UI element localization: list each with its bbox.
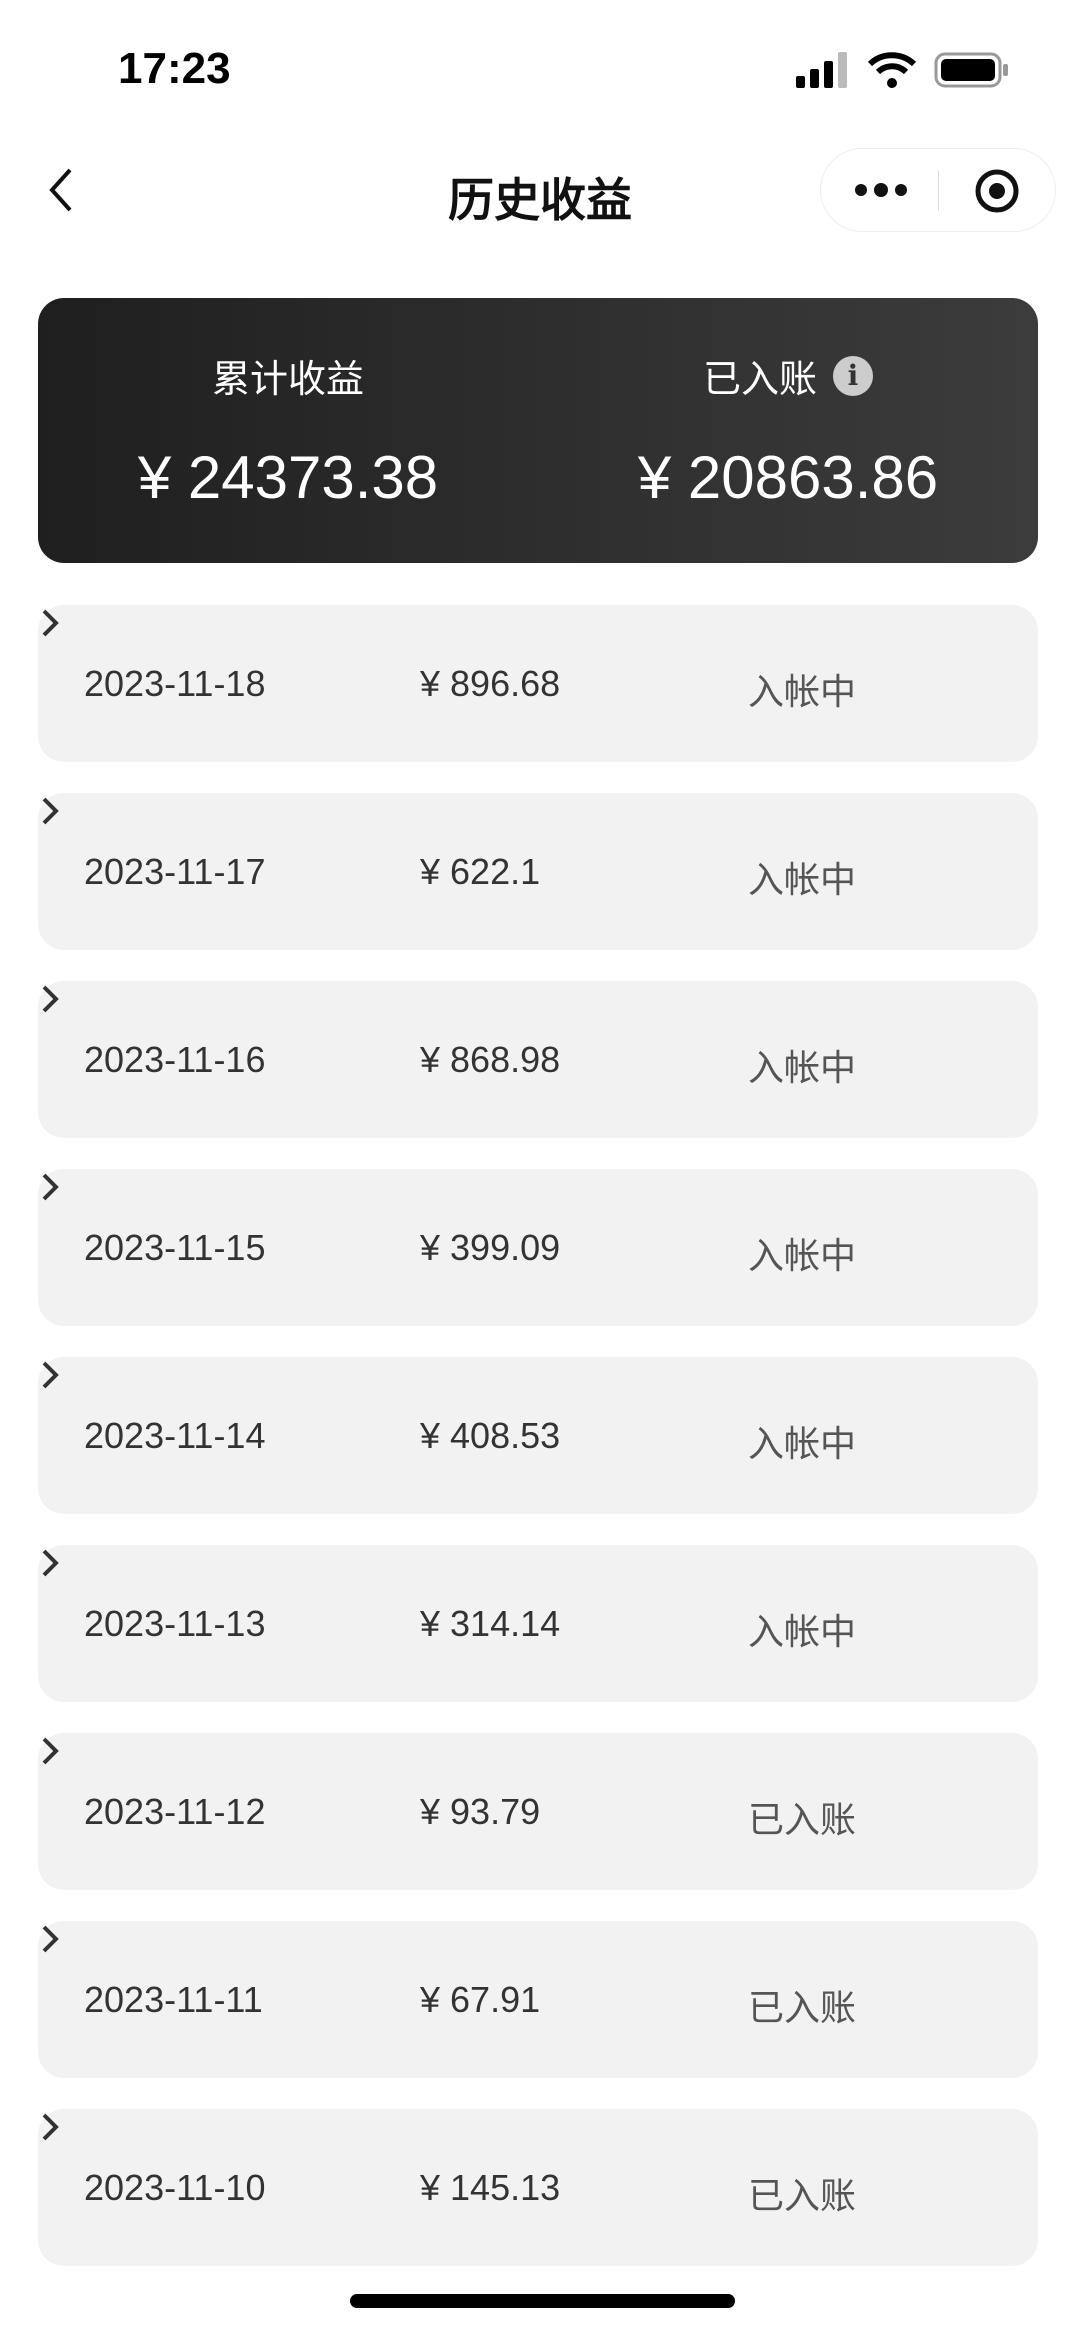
page-title: 历史收益 xyxy=(448,174,632,226)
chevron-right-icon xyxy=(42,1361,59,1389)
chevron-right-icon xyxy=(42,797,59,825)
chevron-right-icon xyxy=(42,1925,59,1953)
capsule-divider xyxy=(938,171,939,211)
row-amount: ¥ 399.09 xyxy=(420,1227,561,1268)
total-earnings-label: 累计收益 xyxy=(211,359,364,401)
row-date: 2023-11-13 xyxy=(84,1603,266,1644)
back-icon[interactable] xyxy=(40,160,90,220)
mini-program-capsule xyxy=(820,148,1056,232)
chevron-right-icon xyxy=(42,985,59,1013)
chevron-right-icon xyxy=(42,2113,59,2141)
earnings-row[interactable]: 2023-11-10 ¥ 145.13 已入账 xyxy=(38,2109,1038,2266)
total-earnings-value: ¥ 24373.38 xyxy=(137,444,439,511)
battery-icon xyxy=(934,52,1008,88)
close-target-icon[interactable] xyxy=(973,167,1021,215)
row-amount: ¥ 93.79 xyxy=(420,1791,541,1832)
row-date: 2023-11-12 xyxy=(84,1791,266,1832)
row-amount: ¥ 868.98 xyxy=(420,1039,561,1080)
row-date: 2023-11-17 xyxy=(84,851,266,892)
row-status: 入帐中 xyxy=(748,1611,857,1652)
status-time: 17:23 xyxy=(118,44,231,93)
row-date: 2023-11-10 xyxy=(84,2167,266,2208)
chevron-right-icon xyxy=(42,1549,59,1577)
row-status: 已入账 xyxy=(748,1987,857,2028)
chevron-right-icon xyxy=(42,1737,59,1765)
row-status: 入帐中 xyxy=(748,1047,857,1088)
row-amount: ¥ 314.14 xyxy=(420,1603,561,1644)
row-date: 2023-11-14 xyxy=(84,1415,266,1456)
earnings-row[interactable]: 2023-11-12 ¥ 93.79 已入账 xyxy=(38,1733,1038,1890)
earnings-summary-card: 累计收益 ¥ 24373.38 已入账 i ¥ 20863.86 xyxy=(38,298,1038,563)
info-icon[interactable]: i xyxy=(833,355,873,396)
row-amount: ¥ 896.68 xyxy=(420,663,561,704)
row-status: 入帐中 xyxy=(748,1423,857,1464)
more-icon[interactable] xyxy=(851,175,911,205)
home-indicator xyxy=(350,2294,735,2308)
nav-bar: 历史收益 xyxy=(0,140,1080,240)
row-status: 入帐中 xyxy=(748,1235,857,1276)
earnings-row[interactable]: 2023-11-13 ¥ 314.14 入帐中 xyxy=(38,1545,1038,1702)
row-amount: ¥ 622.1 xyxy=(420,851,541,892)
row-amount: ¥ 408.53 xyxy=(420,1415,561,1456)
status-bar: 17:23 xyxy=(0,40,1080,100)
earnings-row[interactable]: 2023-11-18 ¥ 896.68 入帐中 xyxy=(38,605,1038,762)
row-date: 2023-11-15 xyxy=(84,1227,266,1268)
earnings-row[interactable]: 2023-11-15 ¥ 399.09 入帐中 xyxy=(38,1169,1038,1326)
row-date: 2023-11-11 xyxy=(84,1979,263,2020)
row-date: 2023-11-18 xyxy=(84,663,266,704)
earnings-row[interactable]: 2023-11-16 ¥ 868.98 入帐中 xyxy=(38,981,1038,1138)
row-amount: ¥ 67.91 xyxy=(420,1979,541,2020)
settled-value: ¥ 20863.86 xyxy=(637,444,939,511)
earnings-row[interactable]: 2023-11-14 ¥ 408.53 入帐中 xyxy=(38,1357,1038,1514)
settled-label: 已入账 xyxy=(702,359,817,401)
earnings-row[interactable]: 2023-11-17 ¥ 622.1 入帐中 xyxy=(38,793,1038,950)
row-amount: ¥ 145.13 xyxy=(420,2167,561,2208)
row-status: 入帐中 xyxy=(748,671,857,712)
chevron-right-icon xyxy=(42,1173,59,1201)
row-status: 入帐中 xyxy=(748,859,857,900)
chevron-right-icon xyxy=(42,609,59,637)
earnings-row[interactable]: 2023-11-11 ¥ 67.91 已入账 xyxy=(38,1921,1038,2078)
row-date: 2023-11-16 xyxy=(84,1039,266,1080)
row-status: 已入账 xyxy=(748,2175,857,2216)
row-status: 已入账 xyxy=(748,1799,857,1840)
wifi-icon xyxy=(868,52,916,88)
signal-icon xyxy=(796,52,847,88)
